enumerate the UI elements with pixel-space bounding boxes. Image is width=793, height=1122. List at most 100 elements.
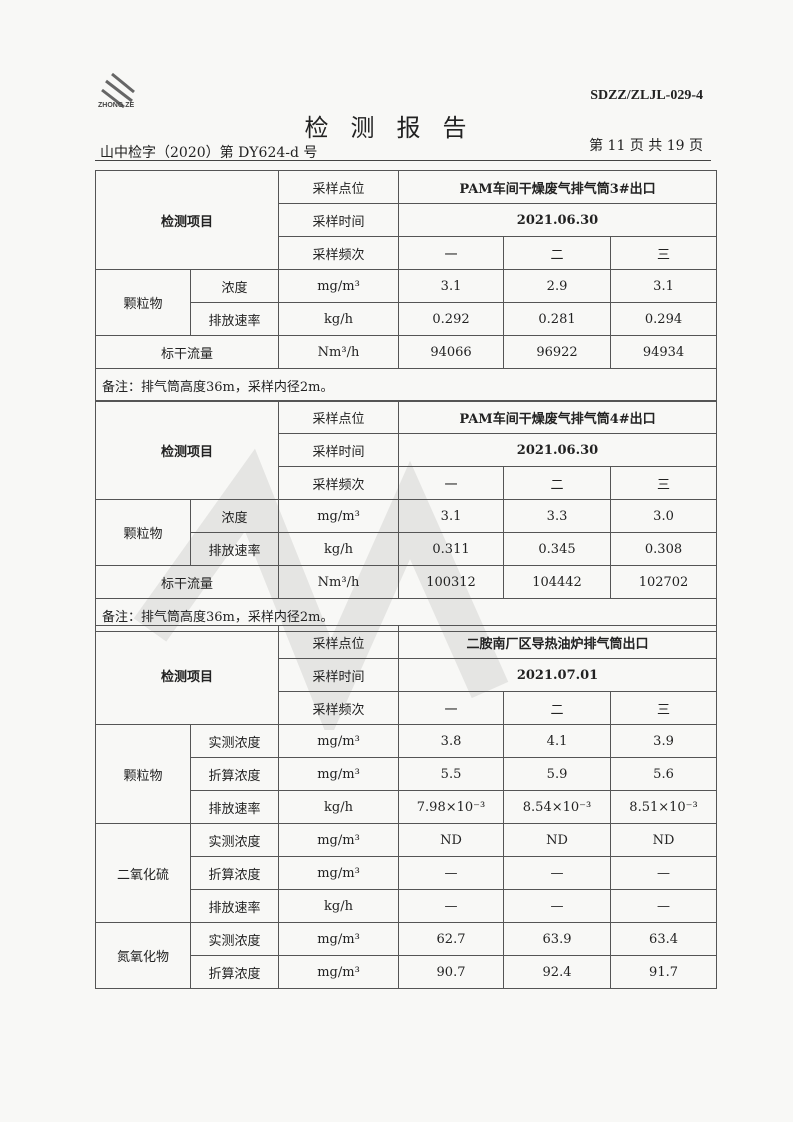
unit: mg/m³ [278,955,400,989]
zhongze-logo [101,72,135,109]
unit: kg/h [278,889,400,923]
item-name: 实测浓度 [189,823,280,857]
value-cell: — [398,889,505,923]
sample-point: 二胺南厂区导热油炉排气筒出口 [398,625,718,659]
item-name: 折算浓度 [189,856,280,890]
value-cell: 0.311 [398,532,505,566]
unit: mg/m³ [278,922,400,956]
value-cell: 8.51×10⁻³ [610,790,718,824]
item-name: 排放速率 [189,532,280,566]
table-row: 采样频次一二三 [96,466,718,500]
value-cell: ND [610,823,718,857]
table-row: 氮氧化物 实测浓度 mg/m³ 62.7 63.9 63.4 [95,922,718,989]
table-row: 采样时间 2021.07.01 [96,658,718,692]
pollutant-name: 氮氧化物 [95,922,191,989]
item-header: 检测项目 [94,625,280,725]
value-cell: — [503,856,612,890]
results-table: 检测项目 采样点位 二胺南厂区导热油炉排气筒出口 采样时间 2021.07.01 采样频次… [94,625,718,989]
pollutant-name: 颗粒物 [95,724,191,824]
flow-value: 100312 [398,565,505,599]
value-cell: 63.9 [503,922,612,956]
flow-value: 104442 [503,565,612,599]
unit: mg/m³ [278,499,400,533]
item-name: 浓度 [189,499,280,533]
value-cell: ND [503,823,612,857]
value-cell: 90.7 [398,955,505,989]
value-cell: 3.0 [610,499,718,533]
value-cell: 3.1 [610,269,718,303]
item-name: 实测浓度 [189,922,280,956]
value-cell: 7.98×10⁻³ [398,790,505,824]
table-row: 排放速率 kg/h 0.311 0.345 0.308 [96,532,718,566]
value-cell: 0.294 [610,302,718,336]
freq-cell: 二 [503,236,612,270]
table-row: 采样时间 2021.06.30 [96,433,718,467]
unit: kg/h [278,790,400,824]
table-row: 折算浓度 mg/m³ 90.7 92.4 91.7 [96,955,718,989]
point-label: 采样点位 [278,625,400,659]
table-row: 备注：排气筒高度36m，采样内径2m。 [94,368,718,402]
sample-time: 2021.06.30 [398,203,718,237]
item-header: 检测项目 [94,170,280,270]
unit: kg/h [278,302,400,336]
sample-point: PAM车间干燥废气排气筒4#出口 [398,400,718,434]
header-divider [95,160,711,161]
flow-value: 94934 [610,335,718,369]
value-cell: 3.9 [610,724,718,758]
table-row: 折算浓度 mg/m³ 5.5 5.9 5.6 [96,757,718,791]
value-cell: 3.1 [398,499,505,533]
value-cell: 92.4 [503,955,612,989]
freq-cell: 三 [610,236,718,270]
value-cell: 4.1 [503,724,612,758]
flow-value: 94066 [398,335,505,369]
value-cell: 5.5 [398,757,505,791]
sample-point: PAM车间干燥废气排气筒3#出口 [398,170,718,204]
freq-cell: 三 [610,691,718,725]
flow-label: 标干流量 [94,565,280,599]
value-cell: — [503,889,612,923]
value-cell: — [610,856,718,890]
table-row: 排放速率 kg/h 7.98×10⁻³ 8.54×10⁻³ 8.51×10⁻³ [96,790,718,824]
page-title: 检测报告 [304,114,489,142]
table-row: 折算浓度 mg/m³ — — — [96,856,718,890]
freq-cell: 一 [398,466,505,500]
pollutant-name: 颗粒物 [95,499,191,566]
unit: mg/m³ [278,724,400,758]
item-name: 折算浓度 [189,757,280,791]
value-cell: 3.1 [398,269,505,303]
flow-value: 96922 [503,335,612,369]
pollutant-name: 颗粒物 [95,269,191,336]
table-row: 颗粒物 浓度 mg/m³ 3.1 3.3 3.0 [95,499,718,566]
note: 备注：排气筒高度36m，采样内径2m。 [94,368,718,402]
freq-label: 采样频次 [278,691,400,725]
value-cell: 3.3 [503,499,612,533]
table-row: 颗粒物 实测浓度 mg/m³ 3.8 4.1 3.9 [95,724,718,824]
item-name: 排放速率 [189,790,280,824]
value-cell: 62.7 [398,922,505,956]
table-row: 排放速率 kg/h 0.292 0.281 0.294 [96,302,718,336]
time-label: 采样时间 [278,433,400,467]
flow-unit: Nm³/h [278,335,400,369]
results-table: 检测项目 采样点位 PAM车间干燥废气排气筒3#出口 采样时间 2021.06.30 采样… [94,170,718,402]
value-cell: 0.281 [503,302,612,336]
item-name: 折算浓度 [189,955,280,989]
value-cell: — [610,889,718,923]
table-row: 检测项目 采样点位 PAM车间干燥废气排气筒3#出口 [94,170,718,270]
freq-cell: 二 [503,691,612,725]
value-cell: 5.9 [503,757,612,791]
time-label: 采样时间 [278,658,400,692]
table-row: 采样时间 2021.06.30 [96,203,718,237]
unit: mg/m³ [278,823,400,857]
doc-code: SDZZ/ZLJL-029-4 [590,88,703,103]
value-cell: 63.4 [610,922,718,956]
sample-time: 2021.06.30 [398,433,718,467]
flow-value: 102702 [610,565,718,599]
value-cell: 2.9 [503,269,612,303]
flow-label: 标干流量 [94,335,280,369]
item-name: 排放速率 [189,889,280,923]
freq-cell: 一 [398,236,505,270]
logo-text: ZHONG ZE [98,102,135,109]
table-row: 标干流量 Nm³/h 94066 96922 94934 [94,335,718,369]
table-row: 采样频次一二三 [96,236,718,270]
sample-time: 2021.07.01 [398,658,718,692]
